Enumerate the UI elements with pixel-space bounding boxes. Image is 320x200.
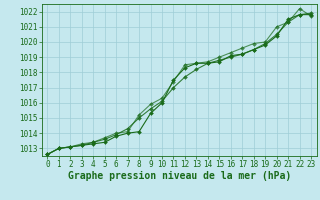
X-axis label: Graphe pression niveau de la mer (hPa): Graphe pression niveau de la mer (hPa) xyxy=(68,171,291,181)
